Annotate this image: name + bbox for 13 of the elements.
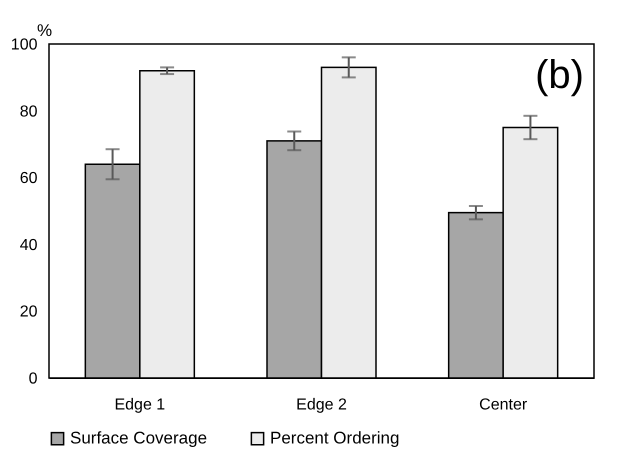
- x-tick-label: Edge 1: [114, 396, 166, 414]
- x-tick-label: Edge 2: [296, 396, 347, 414]
- y-tick-label: 100: [10, 36, 38, 54]
- y-tick-label: 20: [20, 304, 38, 321]
- y-tick-label: 40: [20, 236, 38, 254]
- y-axis-title: %: [37, 21, 52, 40]
- y-tick-label: 80: [20, 103, 38, 120]
- legend-label: Surface Coverage: [70, 428, 208, 448]
- legend-label: Percent Ordering: [270, 428, 400, 448]
- x-tick-label: Center: [479, 396, 528, 414]
- y-tick-label: 60: [20, 170, 38, 188]
- y-tick-label: 0: [28, 370, 38, 388]
- annotation: (b): [535, 53, 584, 97]
